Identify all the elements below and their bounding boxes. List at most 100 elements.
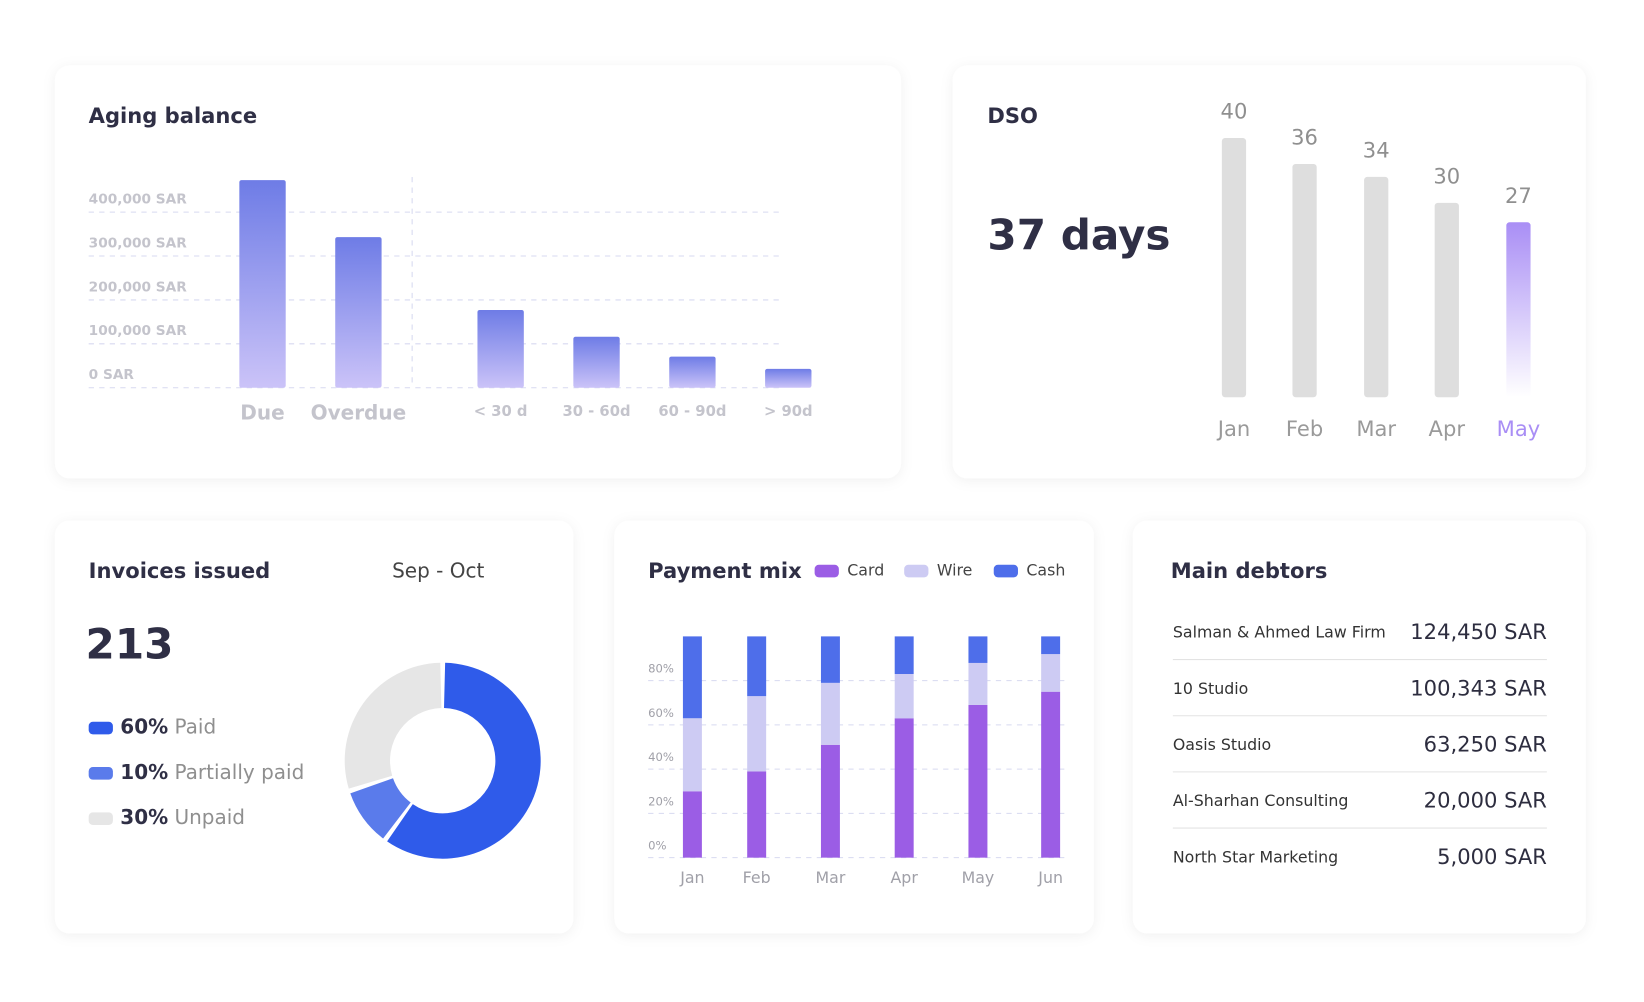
debtor-name: North Star Marketing [1173, 847, 1338, 866]
legend-label: Paid [174, 715, 216, 739]
x-tick-label: Feb [1286, 416, 1323, 441]
y-tick-label: 300,000 SAR [89, 235, 188, 251]
value-label: 30 [1433, 164, 1460, 189]
legend-value: 60% [120, 715, 168, 739]
bar-segment [968, 662, 988, 705]
debtor-amount: 5,000 SAR [1437, 844, 1547, 869]
bar-segment [1041, 691, 1061, 858]
card-title: Main debtors [1171, 558, 1328, 583]
card-title: DSO [987, 103, 1038, 128]
y-tick-label: 100,000 SAR [89, 323, 188, 339]
bar-segment [894, 718, 914, 858]
x-tick-label: Due [240, 401, 284, 425]
debtor-name: Salman & Ahmed Law Firm [1173, 623, 1386, 642]
period: Sep - Oct [392, 559, 484, 583]
bar [1364, 176, 1389, 398]
y-tick-label: 0 SAR [89, 367, 135, 383]
y-tick-label: 80% [648, 662, 674, 676]
card-title: Invoices issued [89, 558, 271, 583]
bar-segment [682, 718, 702, 792]
y-tick-label: 400,000 SAR [89, 191, 188, 207]
legend-swatch [814, 564, 839, 578]
legend-swatch [88, 767, 113, 780]
donut-slice [344, 662, 442, 789]
bar [573, 336, 620, 388]
value-label: 40 [1221, 99, 1248, 124]
x-tick-label: May [1497, 416, 1541, 441]
donut-slice [350, 778, 411, 839]
legend-swatch [88, 812, 113, 825]
bar [1506, 222, 1531, 398]
bar-segment [820, 744, 840, 858]
debtor-name: 10 Studio [1173, 679, 1248, 698]
bar-segment [968, 704, 988, 858]
legend-value: 30% [120, 805, 168, 829]
debtor-amount: 124,450 SAR [1410, 619, 1547, 644]
legend-label: Partially paid [174, 760, 304, 784]
x-tick-label: Jun [1037, 868, 1063, 887]
bar-segment [747, 696, 767, 772]
bar-segment [682, 791, 702, 858]
x-tick-label: Apr [1429, 416, 1466, 441]
bar-segment [747, 771, 767, 858]
x-tick-label: Feb [743, 868, 771, 887]
card-title: Aging balance [89, 103, 258, 128]
x-tick-label: 30 - 60d [563, 403, 631, 420]
x-tick-label: Apr [891, 868, 919, 887]
bar [335, 237, 382, 388]
y-tick-label: 0% [648, 839, 666, 853]
x-tick-label: May [962, 868, 995, 887]
bar-segment [747, 636, 767, 697]
bar-segment [820, 636, 840, 683]
bar-segment [820, 682, 840, 745]
debtor-name: Oasis Studio [1173, 735, 1271, 754]
legend-label: Wire [937, 561, 973, 580]
x-tick-label: Jan [1216, 416, 1250, 441]
legend-label: Card [847, 561, 884, 580]
headline: 37 days [987, 211, 1170, 260]
value-label: 36 [1291, 125, 1318, 150]
card-title: Payment mix [648, 558, 802, 583]
y-tick-label: 200,000 SAR [89, 279, 188, 295]
bar [669, 356, 716, 388]
bar-segment [968, 636, 988, 663]
donut-slice [387, 662, 541, 859]
value-label: 34 [1363, 138, 1390, 163]
x-tick-label: < 30 d [474, 403, 528, 420]
legend-label: Cash [1026, 561, 1065, 580]
legend-value: 10% [120, 760, 168, 784]
x-tick-label: Mar [1356, 416, 1396, 441]
debtor-amount: 100,343 SAR [1410, 675, 1547, 700]
total: 213 [86, 619, 174, 668]
bar [1292, 163, 1317, 398]
bar-segment [894, 674, 914, 719]
bar [765, 368, 812, 388]
y-tick-label: 20% [648, 794, 674, 808]
bar-segment [1041, 654, 1061, 692]
x-tick-label: Jan [679, 868, 704, 887]
y-tick-label: 60% [648, 706, 674, 720]
debtor-amount: 63,250 SAR [1424, 732, 1548, 757]
bar [1221, 138, 1247, 398]
legend-label: Unpaid [174, 805, 245, 829]
bar-segment [682, 636, 702, 719]
bar [239, 180, 286, 388]
bar-segment [1041, 636, 1061, 655]
legend-swatch [993, 564, 1018, 578]
x-tick-label: Mar [816, 868, 846, 887]
y-tick-label: 40% [648, 750, 674, 764]
value-label: 27 [1505, 183, 1532, 208]
x-tick-label: > 90d [764, 403, 813, 420]
debtor-amount: 20,000 SAR [1424, 788, 1548, 813]
legend-swatch [88, 721, 113, 735]
x-tick-label: 60 - 90d [658, 403, 726, 420]
debtors-card [1132, 520, 1586, 934]
dso-card [952, 65, 1586, 479]
bar [1434, 202, 1459, 398]
legend-swatch [904, 564, 929, 578]
bar-segment [894, 636, 914, 675]
bar [477, 310, 524, 388]
debtor-name: Al-Sharhan Consulting [1173, 791, 1349, 810]
x-tick-label: Overdue [311, 401, 407, 425]
